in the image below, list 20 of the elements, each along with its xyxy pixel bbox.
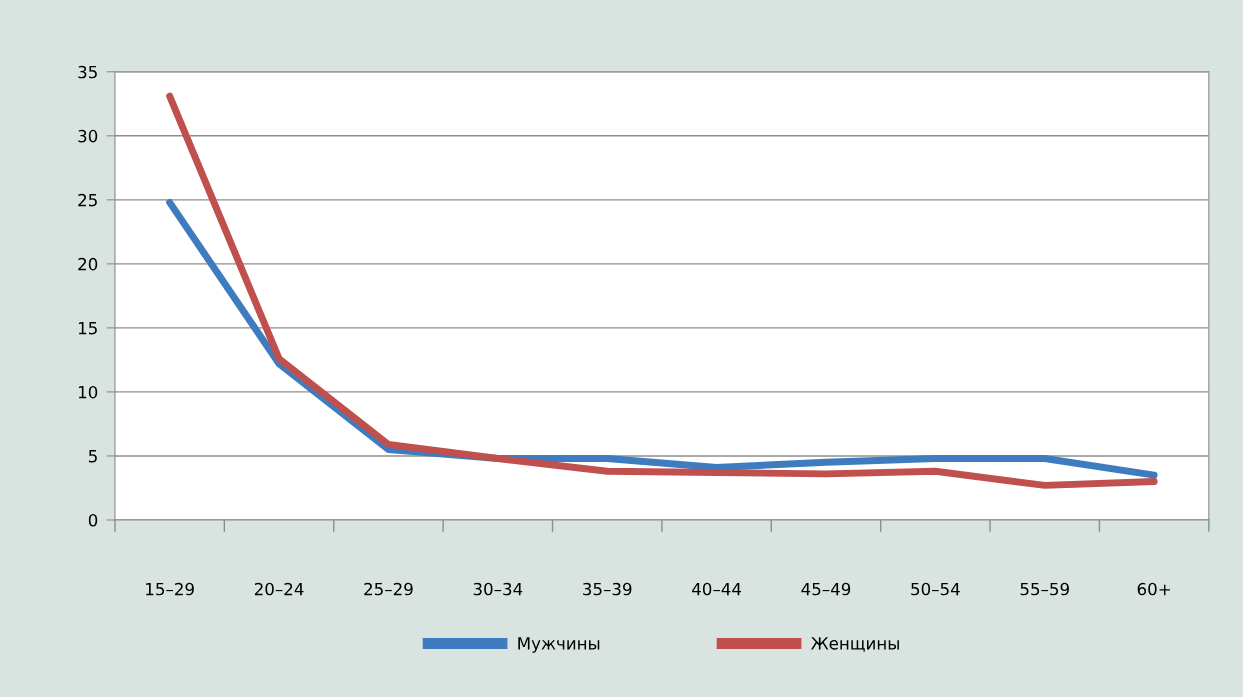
y-tick-label: 35 — [78, 65, 97, 79]
y-tick-label: 0 — [88, 513, 98, 527]
y-tick-label: 20 — [78, 257, 98, 271]
x-tick-label: 45–49 — [801, 582, 851, 596]
legend-label: Женщины — [811, 637, 899, 652]
y-tick-label: 10 — [78, 385, 98, 399]
x-tick-label: 25–29 — [364, 582, 413, 596]
x-tick-label: 30–34 — [473, 582, 523, 596]
x-tick-label: 15–29 — [146, 582, 194, 596]
y-tick-label: 25 — [78, 193, 97, 207]
y-tick-label: 15 — [78, 322, 97, 335]
x-tick-label: 50–54 — [911, 582, 960, 596]
x-tick-label: 40–44 — [692, 582, 742, 596]
legend-label: Мужчины — [518, 637, 600, 653]
x-tick-label: 35–39 — [583, 582, 632, 596]
y-tick-label: 30 — [78, 129, 98, 143]
x-tick-label: 20–24 — [254, 582, 304, 596]
y-tick-label: 5 — [88, 450, 97, 463]
x-tick-label: 55–59 — [1020, 582, 1069, 596]
x-tick-label: 60+ — [1137, 582, 1170, 596]
